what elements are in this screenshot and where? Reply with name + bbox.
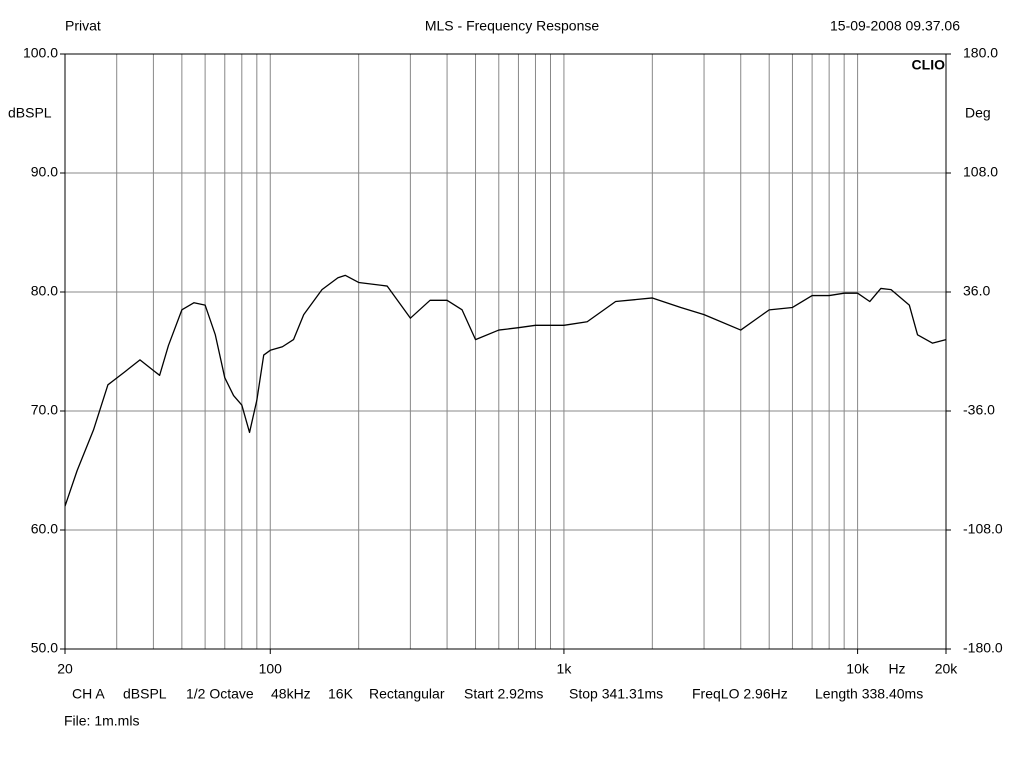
x-tick-label: 20 bbox=[57, 661, 73, 677]
header-left: Privat bbox=[65, 18, 101, 34]
info-label: 16K bbox=[328, 686, 354, 702]
y-tick-label: 60.0 bbox=[31, 521, 58, 537]
y-tick-label: 70.0 bbox=[31, 402, 58, 418]
plot-frame bbox=[64, 53, 947, 650]
info-label: Stop 341.31ms bbox=[569, 686, 663, 702]
x-tick-label: 1k bbox=[557, 661, 573, 677]
y-tick-label: 90.0 bbox=[31, 164, 58, 180]
info-label: 1/2 Octave bbox=[186, 686, 254, 702]
header-right: 15-09-2008 09.37.06 bbox=[830, 18, 960, 34]
info-label: 48kHz bbox=[271, 686, 311, 702]
y2-tick-label: 108.0 bbox=[963, 164, 998, 180]
chart-title: MLS - Frequency Response bbox=[425, 18, 600, 34]
x-tick-label: 10k bbox=[846, 661, 870, 677]
y-tick-label: 50.0 bbox=[31, 640, 58, 656]
y2-tick-label: -108.0 bbox=[963, 521, 1003, 537]
brand-label: CLIO bbox=[912, 57, 946, 73]
y2-tick-label: -36.0 bbox=[963, 402, 995, 418]
y-axis-label: dBSPL bbox=[8, 105, 52, 121]
y2-axis-label: Deg bbox=[965, 105, 991, 121]
x-tick-label: 100 bbox=[259, 661, 283, 677]
y2-tick-label: 180.0 bbox=[963, 45, 998, 61]
y2-tick-label: -180.0 bbox=[963, 640, 1003, 656]
y2-tick-label: 36.0 bbox=[963, 283, 990, 299]
info-label: dBSPL bbox=[123, 686, 167, 702]
info-label: FreqLO 2.96Hz bbox=[692, 686, 788, 702]
info-label: Start 2.92ms bbox=[464, 686, 543, 702]
file-label: File: 1m.mls bbox=[64, 713, 139, 729]
x-tick-label: 20k bbox=[935, 661, 959, 677]
y-tick-label: 100.0 bbox=[23, 45, 58, 61]
y-tick-label: 80.0 bbox=[31, 283, 58, 299]
info-label: Length 338.40ms bbox=[815, 686, 923, 702]
info-label: Rectangular bbox=[369, 686, 445, 702]
info-label: CH A bbox=[72, 686, 105, 702]
x-axis-label: Hz bbox=[888, 661, 905, 677]
response-line bbox=[64, 274, 947, 507]
